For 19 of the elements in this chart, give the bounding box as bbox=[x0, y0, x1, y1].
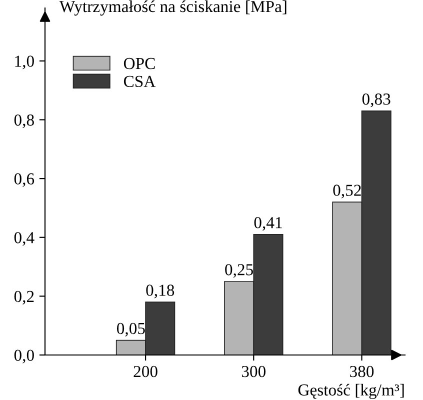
y-tick-label: 0,2 bbox=[14, 290, 34, 305]
data-label: 0,05 bbox=[117, 322, 145, 337]
data-label: 0,25 bbox=[225, 264, 253, 278]
data-label: 0,52 bbox=[333, 184, 361, 198]
x-tick-label: 300 bbox=[242, 366, 266, 378]
x-axis-title: Gęstość [kg/m³] bbox=[298, 384, 404, 400]
y-tick-label: 1,0 bbox=[15, 56, 34, 70]
x-tick-label: 380 bbox=[350, 366, 374, 378]
legend-label: OPC bbox=[124, 58, 155, 70]
x-tick-label: 200 bbox=[134, 366, 158, 378]
y-tick-label: 0,6 bbox=[14, 173, 34, 187]
y-tick-label: 0,0 bbox=[14, 350, 34, 364]
legend-label: CSA bbox=[124, 76, 156, 88]
y-tick-label: 0,8 bbox=[14, 114, 34, 128]
data-label: 0,41 bbox=[254, 217, 282, 231]
y-tick-label: 0,4 bbox=[14, 232, 34, 246]
data-label: 0,83 bbox=[362, 94, 390, 108]
y-axis-title: Wytrzymałość na ściskanie [MPa] bbox=[59, 0, 286, 16]
data-label: 0,18 bbox=[146, 284, 174, 298]
